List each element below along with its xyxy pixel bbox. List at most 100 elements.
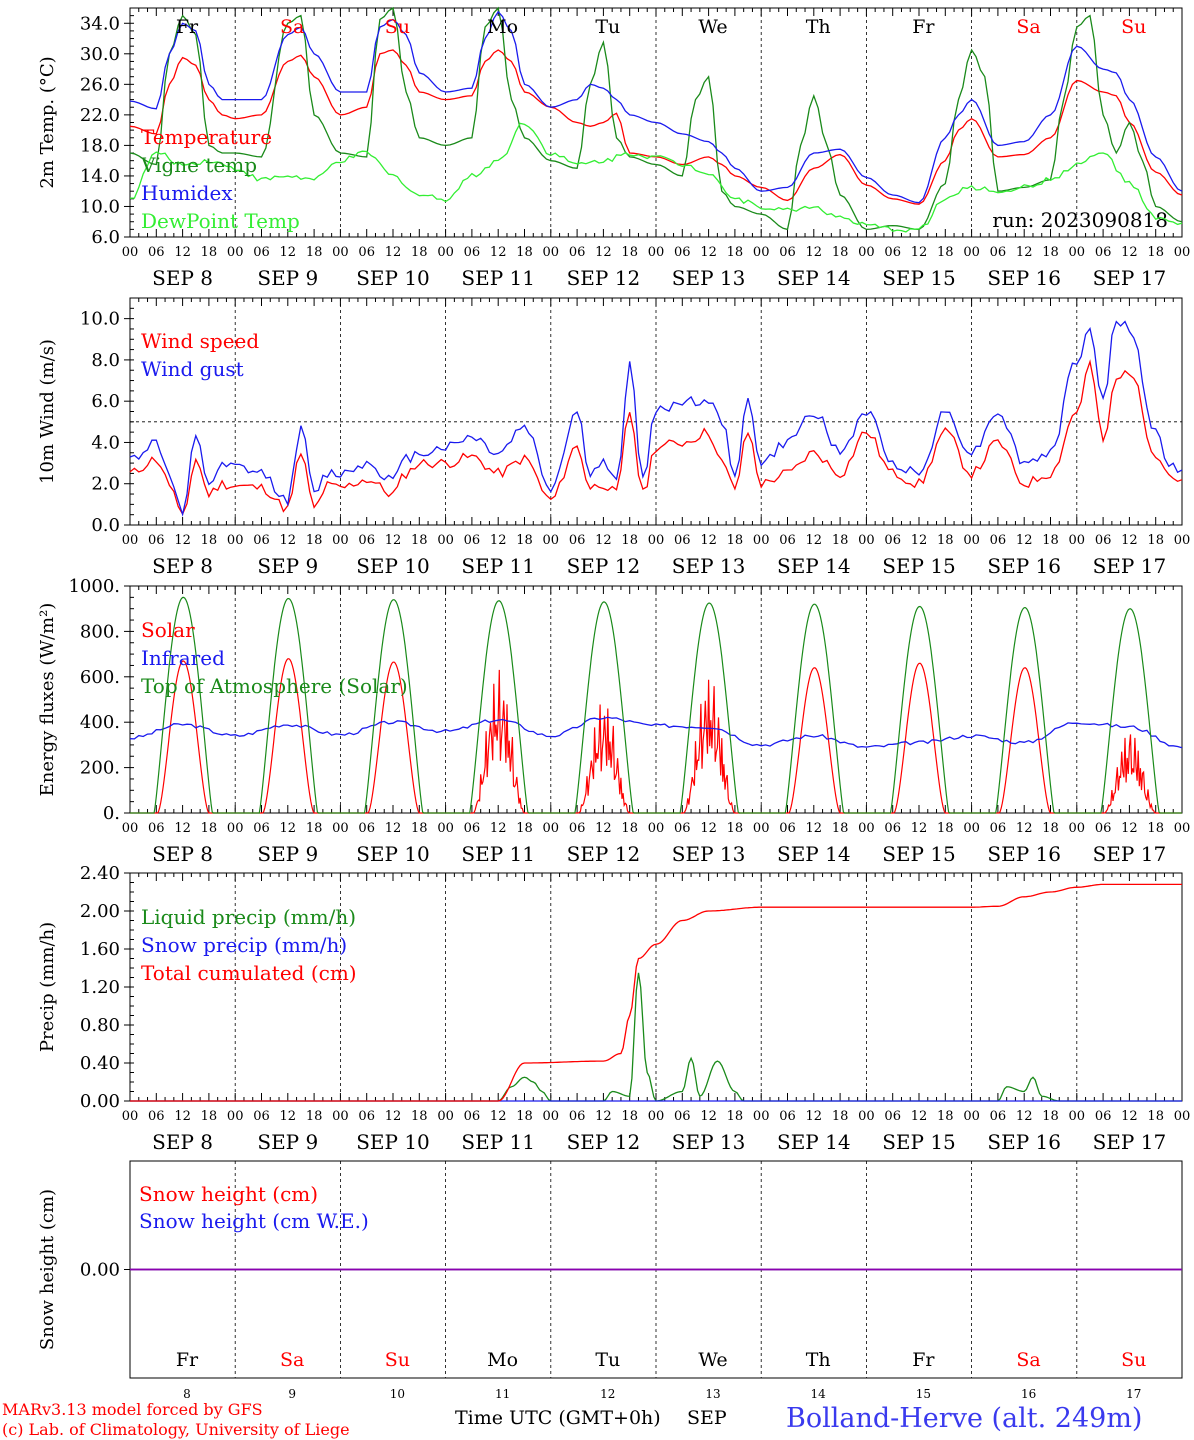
hour-label: 12 bbox=[490, 821, 507, 836]
date-label: SEP 16 bbox=[987, 1130, 1061, 1154]
hour-label: 06 bbox=[990, 1109, 1007, 1124]
day-number: 17 bbox=[1126, 1387, 1141, 1401]
hour-label: 12 bbox=[700, 245, 717, 260]
hour-label: 12 bbox=[806, 245, 823, 260]
hour-label: 18 bbox=[201, 533, 218, 548]
y-axis-label: Precip (mm/h) bbox=[37, 922, 58, 1052]
hour-label: 06 bbox=[464, 533, 481, 548]
hour-label: 12 bbox=[806, 821, 823, 836]
series-line-dewpoint-temp bbox=[129, 122, 1183, 233]
legend-entry: Snow height (cm) bbox=[139, 1182, 318, 1206]
y-tick-label: 2.0 bbox=[91, 474, 120, 495]
hour-label: 06 bbox=[884, 245, 901, 260]
date-label: SEP 12 bbox=[567, 554, 641, 578]
date-label: SEP 11 bbox=[461, 554, 535, 578]
hour-label: 06 bbox=[569, 1109, 586, 1124]
hour-label: 18 bbox=[937, 533, 954, 548]
y-tick-label: 0.0 bbox=[91, 515, 120, 536]
hour-label: 12 bbox=[490, 533, 507, 548]
y-tick-label: 8.0 bbox=[91, 350, 120, 371]
hour-label: 18 bbox=[937, 821, 954, 836]
hour-label: 12 bbox=[174, 821, 191, 836]
date-label: SEP 13 bbox=[672, 1130, 746, 1154]
day-number: 10 bbox=[390, 1387, 405, 1401]
hour-label: 00 bbox=[753, 1109, 770, 1124]
hour-label: 00 bbox=[648, 1109, 665, 1124]
hour-label: 18 bbox=[411, 1109, 428, 1124]
hour-label: 18 bbox=[832, 245, 849, 260]
hour-label: 06 bbox=[990, 821, 1007, 836]
weekday-label: Th bbox=[806, 16, 831, 38]
date-label: SEP 8 bbox=[152, 1130, 213, 1154]
hour-label: 00 bbox=[227, 533, 244, 548]
hour-label: 00 bbox=[122, 533, 139, 548]
hour-label: 06 bbox=[253, 245, 270, 260]
date-label: SEP 11 bbox=[461, 1130, 535, 1154]
weekday-label: We bbox=[698, 1349, 727, 1371]
y-tick-label: 1.20 bbox=[80, 977, 120, 998]
hour-label: 00 bbox=[648, 245, 665, 260]
hour-label: 06 bbox=[358, 533, 375, 548]
hour-label: 00 bbox=[1069, 245, 1086, 260]
hour-label: 06 bbox=[1095, 1109, 1112, 1124]
day-number: 12 bbox=[600, 1387, 615, 1401]
hour-label: 12 bbox=[595, 245, 612, 260]
date-label: SEP 16 bbox=[987, 266, 1061, 290]
hour-label: 18 bbox=[832, 533, 849, 548]
hour-label: 18 bbox=[621, 1109, 638, 1124]
hour-label: 12 bbox=[911, 821, 928, 836]
legend-entry: Wind gust bbox=[141, 357, 244, 381]
weekday-label: Su bbox=[385, 1349, 410, 1371]
y-tick-label: 14.0 bbox=[80, 166, 120, 187]
site-label: Bolland-Herve (alt. 249m) bbox=[786, 1403, 1142, 1434]
day-number: 8 bbox=[183, 1387, 191, 1401]
y-tick-label: 2.00 bbox=[80, 901, 120, 922]
y-tick-label: 0. bbox=[103, 803, 120, 824]
hour-label: 12 bbox=[490, 245, 507, 260]
hour-label: 06 bbox=[990, 245, 1007, 260]
date-label: SEP 14 bbox=[777, 842, 851, 866]
legend-entry: Infrared bbox=[141, 646, 225, 670]
date-label: SEP 17 bbox=[1093, 554, 1167, 578]
hour-label: 06 bbox=[674, 1109, 691, 1124]
weekday-label: Th bbox=[806, 1349, 831, 1371]
hour-label: 12 bbox=[174, 1109, 191, 1124]
date-label: SEP 14 bbox=[777, 554, 851, 578]
date-label: SEP 11 bbox=[461, 266, 535, 290]
legend-entry: Snow height (cm W.E.) bbox=[139, 1209, 369, 1233]
time-axis-label: Time UTC (GMT+0h) bbox=[455, 1407, 661, 1429]
y-tick-label: 34.0 bbox=[80, 13, 120, 34]
hour-label: 06 bbox=[1095, 245, 1112, 260]
hour-label: 00 bbox=[1174, 821, 1191, 836]
y-tick-label: 4.0 bbox=[91, 432, 120, 453]
hour-label: 18 bbox=[306, 821, 323, 836]
hour-label: 06 bbox=[358, 821, 375, 836]
weekday-label: Sa bbox=[280, 16, 304, 38]
y-tick-label: 10.0 bbox=[80, 309, 120, 330]
y-tick-label: 1000. bbox=[68, 576, 120, 597]
weekday-label: Fr bbox=[176, 1349, 199, 1371]
weekday-label: We bbox=[698, 16, 727, 38]
hour-label: 18 bbox=[832, 821, 849, 836]
hour-label: 00 bbox=[858, 1109, 875, 1124]
y-tick-label: 600. bbox=[80, 667, 120, 688]
series-line-temperature bbox=[129, 49, 1183, 205]
hour-label: 12 bbox=[806, 1109, 823, 1124]
day-number: 16 bbox=[1021, 1387, 1036, 1401]
hour-label: 00 bbox=[543, 821, 560, 836]
hour-label: 18 bbox=[727, 245, 744, 260]
hour-label: 12 bbox=[806, 533, 823, 548]
hour-label: 12 bbox=[280, 1109, 297, 1124]
hour-label: 18 bbox=[516, 245, 533, 260]
date-label: SEP 10 bbox=[356, 842, 430, 866]
date-label: SEP 9 bbox=[257, 842, 318, 866]
hour-label: 12 bbox=[1121, 1109, 1138, 1124]
y-axis-label: Energy fluxes (W/m²) bbox=[37, 603, 58, 797]
hour-label: 12 bbox=[1121, 245, 1138, 260]
hour-label: 06 bbox=[148, 1109, 165, 1124]
weekday-label: Su bbox=[1121, 16, 1146, 38]
hour-label: 12 bbox=[385, 1109, 402, 1124]
hour-label: 00 bbox=[1174, 245, 1191, 260]
hour-label: 06 bbox=[569, 245, 586, 260]
hour-label: 06 bbox=[779, 245, 796, 260]
